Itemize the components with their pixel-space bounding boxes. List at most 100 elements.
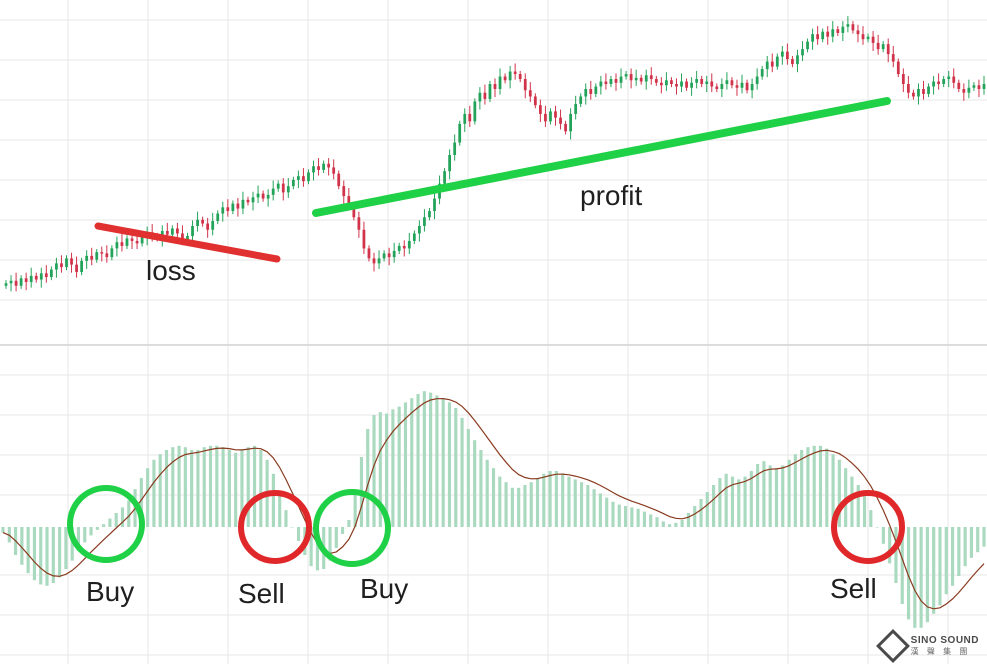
- candle-body: [614, 79, 618, 83]
- histogram-bar: [592, 489, 596, 527]
- histogram-bar: [296, 527, 301, 541]
- histogram-bar: [976, 527, 980, 553]
- candle-body: [281, 183, 285, 193]
- candle-body: [135, 240, 139, 244]
- histogram-bar: [51, 527, 55, 583]
- candle-body: [670, 80, 673, 85]
- candle-body: [226, 207, 230, 212]
- candle-body: [176, 228, 179, 234]
- candle-body: [407, 240, 411, 249]
- histogram-bar: [523, 485, 527, 527]
- candle-body: [392, 250, 396, 258]
- candle-body: [700, 79, 704, 85]
- candle-body: [579, 96, 583, 104]
- candle-body: [695, 79, 699, 83]
- candle-body: [533, 96, 537, 106]
- histogram-bar: [139, 478, 143, 527]
- histogram-bar: [234, 452, 238, 527]
- histogram-bar: [982, 527, 986, 547]
- histogram-bar: [894, 527, 898, 583]
- candle-body: [851, 24, 855, 31]
- candle-body: [720, 84, 724, 89]
- candle-body: [468, 113, 472, 122]
- candle-body: [745, 82, 749, 91]
- candle-body: [544, 113, 547, 122]
- buy-label: Buy: [86, 576, 134, 607]
- candle-body: [191, 225, 194, 236]
- histogram-bar: [246, 447, 250, 527]
- histogram-bar: [441, 398, 445, 527]
- histogram-bar: [510, 487, 514, 527]
- candle-body: [841, 26, 845, 33]
- candle-body: [644, 75, 648, 82]
- candle-body: [937, 81, 941, 85]
- histogram-bar: [416, 394, 420, 527]
- candle-body: [120, 242, 124, 246]
- candle-body: [710, 81, 714, 87]
- histogram-bar: [906, 527, 911, 620]
- candle-body: [367, 248, 371, 259]
- candle-body: [574, 103, 578, 114]
- candle-body: [740, 82, 744, 88]
- histogram-bar: [64, 527, 68, 569]
- candle-body: [266, 194, 270, 199]
- histogram-bar: [196, 450, 200, 527]
- histogram-bar: [579, 482, 584, 527]
- candle-body: [972, 85, 976, 88]
- candle-body: [458, 123, 462, 143]
- histogram-bar: [806, 447, 810, 527]
- histogram-bar: [800, 450, 804, 527]
- histogram-bar: [705, 492, 709, 527]
- macd-histogram-series: [1, 391, 986, 628]
- candle-body: [624, 74, 628, 77]
- histogram-bar: [837, 459, 841, 527]
- candle-body: [70, 258, 73, 265]
- candle-body: [271, 188, 275, 195]
- histogram-bar: [655, 517, 659, 527]
- candle-body: [901, 74, 905, 85]
- histogram-bar: [561, 473, 565, 527]
- sell-signal-circle: [238, 490, 312, 564]
- candle-body: [241, 199, 245, 209]
- histogram-bar: [372, 415, 376, 527]
- histogram-bar: [498, 476, 502, 527]
- candle-body: [312, 166, 315, 173]
- candle-body: [538, 105, 542, 114]
- histogram-bar: [378, 412, 382, 527]
- candle-body: [508, 71, 512, 81]
- histogram-bar: [881, 527, 885, 544]
- histogram-bar: [171, 447, 175, 527]
- candle-body: [554, 111, 557, 118]
- candle-body: [584, 88, 588, 97]
- candle-body: [750, 84, 754, 91]
- histogram-bar: [190, 450, 194, 527]
- histogram-bar: [718, 478, 722, 527]
- candle-body: [559, 117, 562, 124]
- candle-body: [29, 275, 33, 283]
- candle-body: [352, 204, 356, 218]
- candle-body: [362, 229, 366, 249]
- sell-signal-circle: [831, 490, 905, 564]
- histogram-bar: [146, 468, 150, 527]
- histogram-bar: [831, 454, 835, 527]
- candle-body: [140, 237, 144, 244]
- histogram-bar: [661, 521, 665, 527]
- candle-body: [569, 113, 573, 132]
- histogram-bar: [567, 476, 571, 527]
- histogram-bar: [102, 524, 106, 527]
- candle-body: [423, 217, 426, 226]
- histogram-bar: [366, 429, 370, 527]
- candle-body: [453, 142, 457, 155]
- candle-body: [80, 260, 84, 273]
- candle-body: [417, 225, 421, 234]
- candle-body: [690, 82, 693, 88]
- candle-body: [115, 242, 119, 249]
- candle-body: [297, 176, 300, 180]
- histogram-bar: [397, 406, 401, 527]
- histogram-bar: [542, 473, 546, 527]
- histogram-bar: [749, 471, 753, 527]
- histogram-bar: [120, 507, 125, 527]
- macd-signal-series: [2, 397, 985, 610]
